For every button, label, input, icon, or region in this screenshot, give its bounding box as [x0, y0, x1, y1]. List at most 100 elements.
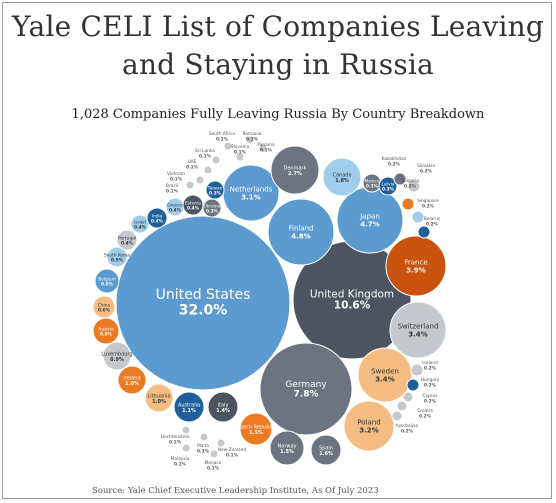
value-netherlands: 3.1% — [241, 194, 260, 202]
value-denmark: 2.7% — [288, 171, 302, 177]
bubble-uae — [203, 165, 213, 175]
value-portugal: 0.4% — [121, 241, 134, 247]
bubble-cyprus — [402, 391, 414, 403]
value-india: 0.4% — [151, 219, 164, 225]
label-ukraine: Ukraine — [204, 204, 221, 210]
bubble-malaysia — [181, 443, 191, 453]
label-portugal: Portugal — [118, 236, 136, 242]
value-azerbaijan: 0.2% — [401, 429, 414, 435]
label-monaco: Monaco — [205, 460, 222, 466]
value-canada: 1.8% — [335, 178, 349, 184]
label-canada: Canada — [332, 172, 351, 178]
value-south-korea: 0.5% — [111, 258, 124, 264]
label-belarus: Belarus — [424, 216, 441, 222]
label-india: India — [152, 214, 163, 220]
label-finland: Finland — [288, 225, 313, 233]
value-romania: 0.1% — [246, 137, 259, 143]
label-panama: Panama — [257, 142, 275, 148]
value-ireland: 1.0% — [125, 381, 139, 387]
value-kazakhstan: 0.2% — [388, 162, 401, 168]
value-brazil: 0.1% — [166, 189, 179, 195]
bubble-norway — [269, 430, 305, 466]
label-luxembourg: Luxembourg — [101, 351, 132, 357]
label-singapore: Singapore — [417, 198, 439, 204]
bubble-romania — [245, 135, 255, 145]
label-kazakhstan: Kazakhstan — [382, 156, 407, 162]
bubble-monaco — [209, 449, 219, 459]
label-austria: Austria — [98, 327, 114, 333]
value-panama: 0.1% — [260, 148, 273, 154]
value-germany: 7.8% — [294, 390, 319, 400]
label-lithuania: Lithuania — [147, 393, 170, 399]
label-norway: Norway — [278, 443, 297, 449]
bubble-latvia — [378, 176, 398, 196]
label-ireland: Ireland — [123, 375, 140, 381]
label-uae: UAE — [188, 159, 197, 165]
value-monaco: 0.1% — [207, 466, 220, 472]
value-united-kingdom: 10.6% — [334, 300, 371, 312]
bubble-ireland — [117, 365, 147, 395]
value-finland: 4.8% — [291, 233, 310, 241]
label-hungary: Hungary — [421, 377, 440, 383]
label-israel: Israel — [134, 220, 146, 226]
bubble-taiwan — [205, 180, 225, 200]
bubble-vietnam — [195, 175, 205, 185]
bubble-liechtenstein — [181, 425, 191, 435]
value-israel: 0.4% — [134, 225, 147, 231]
label-sri-lanka: Sri Lanka — [195, 148, 215, 154]
chart-frame — [2, 2, 552, 499]
bubble-new-zealand — [216, 438, 226, 448]
bubble-belgium — [94, 268, 120, 294]
bubble-brazil — [185, 180, 195, 190]
label-taiwan: Taiwan — [207, 186, 223, 192]
value-china: 0.6% — [98, 308, 111, 314]
value-czech-republic: 1.5% — [249, 430, 263, 436]
bubble-malta — [199, 432, 209, 442]
value-switzerland: 3.4% — [408, 331, 427, 339]
bubble-poland — [343, 400, 395, 452]
value-bulgaria: 0.2% — [404, 184, 417, 190]
bubble-iceland — [410, 363, 424, 377]
bubble-bulgaria — [401, 197, 415, 211]
value-ukraine: 0.3% — [206, 209, 219, 215]
bubble-czech-republic — [239, 412, 273, 446]
bubble-azerbaijan — [391, 410, 403, 422]
bubble-singapore — [411, 210, 425, 224]
bubble-south-korea — [106, 246, 128, 268]
bubble-kazakhstan — [393, 172, 407, 186]
label-australia: Australia — [178, 402, 200, 408]
value-iceland: 0.2% — [424, 366, 437, 372]
value-belarus: 0.2% — [426, 222, 439, 228]
value-hungary: 0.2% — [424, 383, 437, 389]
source-note: Source: Yale Chief Executive Leadership … — [92, 486, 379, 496]
bubble-spain — [310, 434, 342, 466]
value-belgium: 0.6% — [101, 282, 114, 288]
value-poland: 3.2% — [359, 427, 378, 435]
value-japan: 4.7% — [360, 221, 379, 229]
bubble-germany — [259, 342, 353, 436]
bubble-united-states — [115, 215, 291, 391]
label-sweden: Sweden — [371, 368, 399, 376]
bubble-panama — [258, 143, 268, 153]
value-spain: 1.6% — [319, 451, 333, 457]
label-greece: Greece — [167, 203, 183, 209]
title-line-2: and Staying in Russia — [122, 48, 434, 81]
label-south-korea: South Korea — [104, 253, 130, 259]
label-south-africa: South Africa — [209, 131, 235, 137]
value-estonia: 0.4% — [187, 206, 200, 212]
bubble-luxembourg — [102, 341, 132, 371]
bubble-sweden — [357, 347, 413, 403]
value-taiwan: 0.3% — [209, 191, 222, 197]
value-new-zealand: 0.1% — [226, 453, 239, 459]
value-sri-lanka: 0.1% — [199, 154, 212, 160]
bubble-south-africa — [223, 141, 233, 151]
label-latvia: Latvia — [381, 182, 394, 188]
label-malaysia: Malaysia — [171, 456, 190, 462]
value-liechtenstein: 0.1% — [169, 440, 182, 446]
bubble-slovakia — [407, 179, 421, 193]
value-latvia: 0.3% — [382, 187, 395, 193]
value-luxembourg: 0.9% — [110, 357, 124, 363]
value-united-states: 32.0% — [179, 303, 228, 319]
value-australia: 1.1% — [182, 408, 196, 414]
